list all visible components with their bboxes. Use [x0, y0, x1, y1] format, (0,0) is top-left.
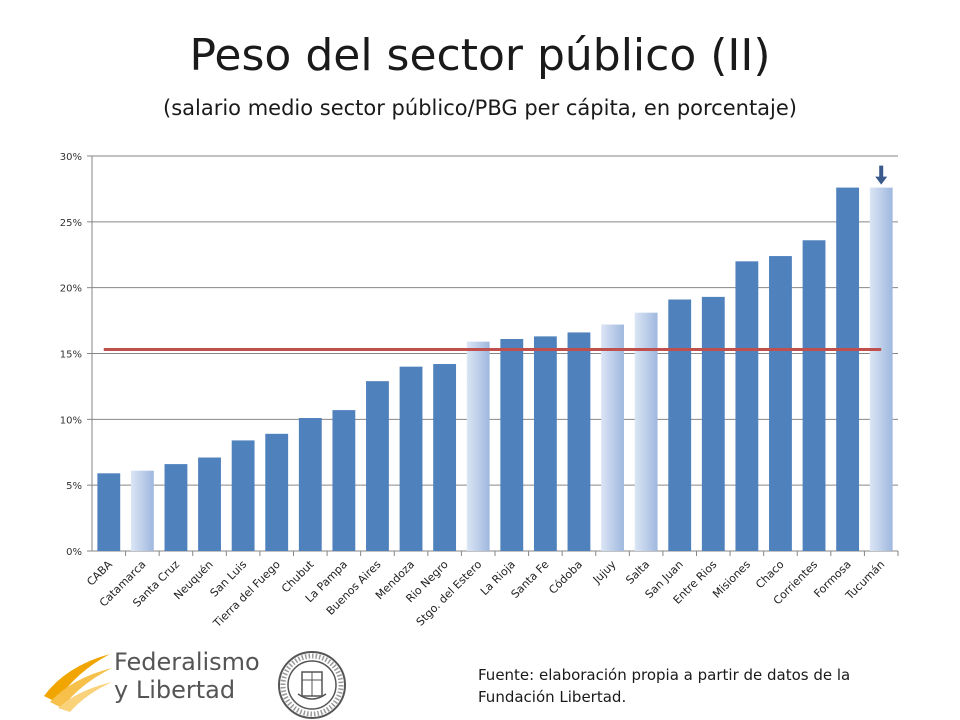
bar-santa-cruz	[164, 464, 188, 551]
x-tick-label: Códoba	[546, 558, 585, 597]
logo-name-line1: Federalismo	[114, 648, 260, 676]
x-tick-label: CABA	[84, 558, 115, 589]
x-tick-label: Misiones	[710, 558, 753, 601]
x-tick-label: Jujuy	[590, 558, 619, 587]
bar-santa-fe	[533, 336, 557, 551]
federalismo-y-libertad-logo-icon	[44, 654, 112, 712]
bar-catamarca	[130, 470, 154, 551]
bar-chubut	[298, 418, 322, 551]
bar-jujuy	[601, 324, 624, 551]
y-tick-label: 10%	[60, 415, 82, 426]
bar-salta	[634, 312, 658, 551]
bar-caba	[97, 473, 121, 551]
down-arrow-icon	[875, 165, 888, 185]
bar-c-doba	[567, 332, 591, 551]
logo-name-line2: y Libertad	[114, 676, 236, 704]
source-note: Fuente: elaboración propia a partir de d…	[478, 666, 851, 706]
bar-neuqu-n	[198, 457, 221, 551]
slide-subtitle: (salario medio sector público/PBG per cá…	[163, 96, 797, 120]
bar-san-luis	[231, 440, 255, 551]
bar-formosa	[836, 187, 860, 551]
bar-mendoza	[399, 366, 423, 551]
y-tick-label: 0%	[66, 547, 82, 558]
y-tick-label: 15%	[60, 350, 82, 361]
logo-text: Federalismo y Libertad	[114, 648, 260, 704]
bar-tierra-del-fuego	[265, 433, 289, 551]
bar-entre-rios	[701, 296, 725, 551]
bar-la-rioja	[500, 339, 524, 551]
y-tick-label: 20%	[60, 284, 82, 295]
university-seal-icon	[278, 651, 346, 719]
y-tick-label: 25%	[60, 218, 82, 229]
bar-tucum-n	[869, 187, 893, 551]
x-tick-label: Salta	[623, 558, 652, 587]
bar-la-pampa	[332, 410, 356, 551]
bar-rio-negro	[433, 364, 457, 551]
bar-misiones	[735, 261, 759, 551]
bar-buenos-aires	[366, 381, 389, 551]
bar-chaco	[769, 256, 792, 551]
y-tick-label: 5%	[66, 481, 82, 492]
y-tick-label: 30%	[60, 152, 82, 163]
bar-stgo-del-estero	[466, 341, 490, 551]
federalismo-y-libertad-logo: Federalismo y Libertad	[36, 646, 266, 716]
bar-san-juan	[668, 299, 692, 551]
slide-title: Peso del sector público (II)	[189, 30, 771, 81]
bar-corrientes	[802, 240, 826, 551]
